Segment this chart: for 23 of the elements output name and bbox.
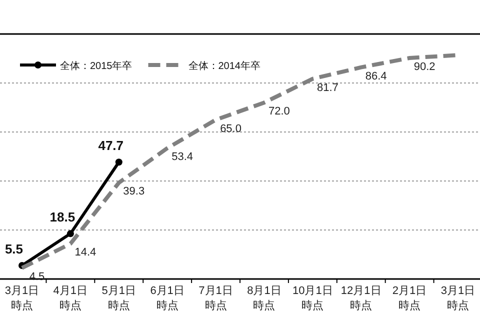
x-tick-label: 8月1日時点	[246, 284, 282, 314]
data-label: 53.4	[172, 151, 194, 164]
x-tick-label: 5月1日時点	[100, 284, 137, 314]
data-label: 14.4	[74, 246, 96, 259]
data-label: 81.7	[316, 82, 338, 94]
x-tick-label: 4月1日時点	[52, 284, 89, 314]
data-label: 65.0	[220, 122, 242, 135]
data-label: 47.7	[98, 138, 124, 154]
legend-label: 全体：2014年卒	[188, 60, 260, 72]
x-tick-label: 3月1日時点	[440, 284, 476, 314]
legend-label: 全体：2015年卒	[60, 60, 132, 72]
data-label: 86.4	[365, 70, 387, 82]
x-tick-label: 2月1日時点	[391, 284, 428, 314]
data-label: 72.0	[268, 106, 290, 118]
x-tick-label: 3月1日時点	[4, 284, 40, 314]
data-label: 5.5	[4, 242, 24, 257]
x-tick-label: 12月1日時点	[340, 284, 382, 314]
x-tick-label: 6月1日時点	[149, 284, 186, 314]
x-tick-label: 10月1日時点	[292, 284, 334, 314]
x-tick-label: 7月1日時点	[198, 284, 234, 314]
data-label: 90.2	[414, 61, 436, 74]
data-label: 39.3	[123, 186, 145, 198]
data-label: 18.5	[50, 210, 76, 225]
